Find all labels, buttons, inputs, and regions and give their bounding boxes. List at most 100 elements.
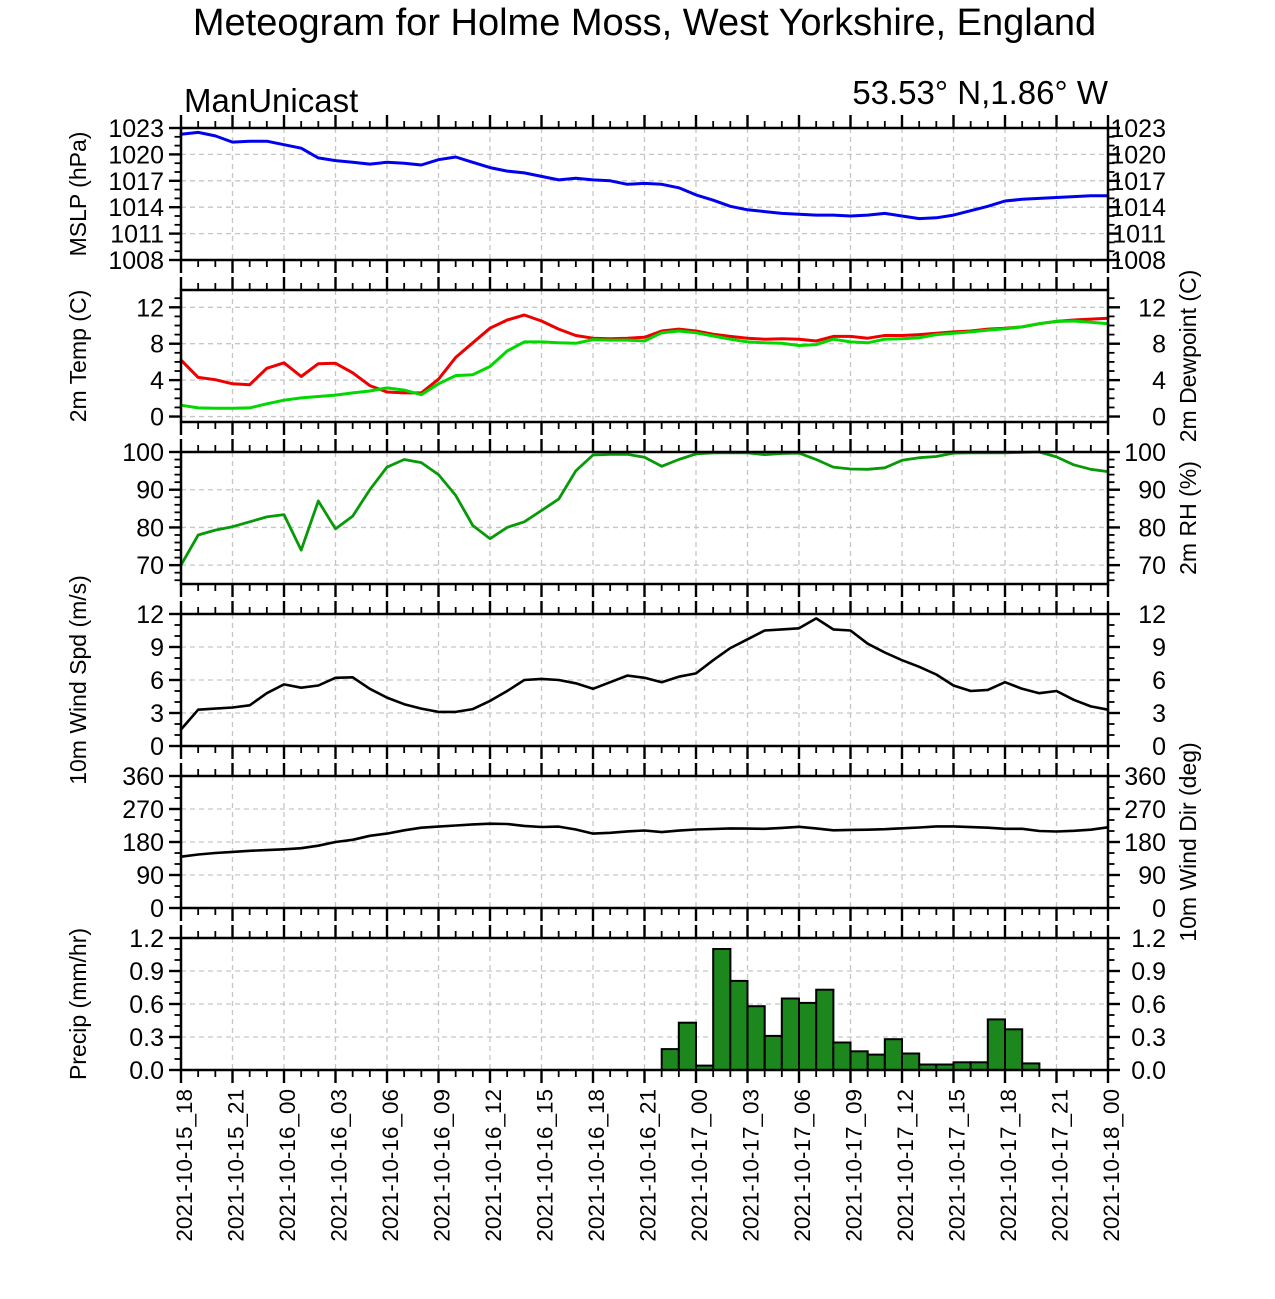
y-tick-label-left: 3 — [150, 700, 164, 728]
x-axis-label: 2021-10-17_06 — [790, 1089, 815, 1242]
y-tick-label-left: 90 — [136, 477, 164, 505]
y-tick-label-right: 70 — [1138, 552, 1166, 580]
y-tick-label-left: 360 — [122, 763, 164, 791]
y-tick-label-left: 1014 — [108, 194, 164, 222]
y-tick-label-right: 0.9 — [1131, 958, 1166, 986]
x-axis-label: 2021-10-16_21 — [636, 1089, 661, 1242]
y-tick-label-left: 180 — [122, 829, 164, 857]
x-axis-label: 2021-10-17_03 — [739, 1089, 764, 1242]
precip-bar — [763, 1034, 783, 1072]
y-axis-title-left: 10m Wind Spd (m/s) — [65, 575, 91, 785]
panel-wdir: 0 0 90 90 180 180 270 270 360 360 10m Wind Dir (de… — [122, 742, 1201, 941]
x-axis-label: 2021-10-17_12 — [893, 1089, 918, 1242]
series-10m-wind-spd — [179, 617, 1110, 731]
panel-rh: 70 70 80 80 90 90 100 100 2m RH (%) — [122, 439, 1201, 597]
y-tick-label-right: 1008 — [1110, 247, 1166, 275]
y-tick-label-left: 0.0 — [129, 1057, 164, 1085]
x-axis-label: 2021-10-16_12 — [481, 1089, 506, 1242]
y-tick-label-right: 4 — [1152, 367, 1166, 395]
x-axis-label: 2021-10-17_09 — [842, 1089, 867, 1242]
x-axis-label: 2021-10-15_18 — [172, 1089, 197, 1242]
y-tick-label-left: 1023 — [108, 115, 164, 143]
x-axis-labels: 2021-10-15_18 2021-10-15_21 2021-10-16_00 2… — [172, 1089, 1124, 1242]
y-tick-label-right: 0.0 — [1131, 1057, 1166, 1085]
y-axis-title-left: 2m Temp (C) — [65, 290, 91, 423]
page-title: Meteogram for Holme Moss, West Yorkshire… — [192, 2, 1097, 44]
y-tick-label-right: 270 — [1124, 796, 1166, 824]
y-tick-label-left: 8 — [150, 331, 164, 359]
x-axis-label: 2021-10-17_15 — [945, 1089, 970, 1242]
y-tick-label-left: 0.9 — [129, 958, 164, 986]
y-tick-label-right: 90 — [1138, 862, 1166, 890]
y-tick-label-right: 12 — [1138, 601, 1166, 629]
y-tick-label-right: 3 — [1152, 700, 1166, 728]
y-tick-label-right: 0 — [1152, 895, 1166, 923]
y-tick-label-left: 0 — [150, 895, 164, 923]
y-tick-label-right: 1011 — [1112, 221, 1166, 249]
precip-bar — [677, 1021, 697, 1072]
y-tick-label-left: 100 — [122, 439, 164, 467]
y-axis-title-right: 10m Wind Dir (deg) — [1175, 742, 1201, 941]
y-tick-label-left: 9 — [150, 634, 164, 662]
y-tick-label-right: 180 — [1124, 829, 1166, 857]
y-tick-label-right: 9 — [1152, 634, 1166, 662]
precip-bar — [1004, 1028, 1024, 1072]
y-tick-label-right: 8 — [1152, 331, 1166, 359]
y-tick-label-left: 0.6 — [129, 991, 164, 1019]
x-axis-label: 2021-10-16_06 — [378, 1089, 403, 1242]
series-10m-wind-dir — [179, 822, 1110, 859]
precip-bar — [712, 948, 732, 1071]
y-tick-label-left: 1008 — [108, 247, 164, 275]
y-tick-label-right: 0.6 — [1131, 991, 1166, 1019]
y-tick-label-left: 6 — [150, 667, 164, 695]
y-tick-label-left: 70 — [136, 552, 164, 580]
y-tick-label-left: 0 — [150, 404, 164, 432]
y-tick-label-right: 0 — [1152, 733, 1166, 761]
panel-precip: 0.0 0.0 0.3 0.3 0.6 0.6 0.9 0.9 1.2 1.2 Precip (mm… — [65, 925, 1166, 1085]
y-tick-label-right: 80 — [1138, 514, 1166, 542]
y-axis-title-right: 2m Dewpoint (C) — [1175, 270, 1201, 443]
y-tick-label-right: 6 — [1152, 667, 1166, 695]
panel-temp: 0 0 4 4 8 8 12 12 2m Temp (C) 2m Dewpoint (C) — [65, 270, 1201, 443]
precip-bar — [883, 1038, 903, 1071]
y-tick-label-right: 1.2 — [1131, 925, 1166, 953]
x-axis-label: 2021-10-17_18 — [996, 1089, 1021, 1242]
y-tick-label-right: 100 — [1124, 439, 1166, 467]
y-axis-title-left: MSLP (hPa) — [65, 132, 91, 257]
y-tick-label-left: 270 — [122, 796, 164, 824]
x-axis-label: 2021-10-17_00 — [687, 1089, 712, 1242]
x-axis-label: 2021-10-15_21 — [224, 1089, 249, 1242]
y-tick-label-right: 1020 — [1110, 141, 1166, 169]
coordinates-label: 53.53° N,1.86° W — [852, 74, 1108, 111]
y-tick-label-left: 90 — [136, 862, 164, 890]
y-axis-title-right: 2m RH (%) — [1175, 461, 1201, 575]
precip-bar — [901, 1052, 921, 1071]
x-axis-label: 2021-10-17_21 — [1048, 1089, 1073, 1242]
y-tick-label-right: 1023 — [1110, 115, 1166, 143]
precip-bar — [832, 1041, 852, 1071]
precip-bar — [986, 1018, 1006, 1072]
precip-bar — [660, 1048, 680, 1071]
precip-bar — [780, 997, 800, 1071]
y-tick-label-right: 90 — [1138, 477, 1166, 505]
y-tick-label-left: 1020 — [108, 141, 164, 169]
y-tick-label-right: 0 — [1152, 404, 1166, 432]
y-tick-label-right: 12 — [1138, 294, 1166, 322]
x-axis-label: 2021-10-16_03 — [327, 1089, 352, 1242]
y-tick-label-left: 80 — [136, 514, 164, 542]
y-tick-label-left: 12 — [136, 601, 164, 629]
x-axis-label: 2021-10-16_00 — [275, 1089, 300, 1242]
precip-bar — [866, 1053, 886, 1071]
y-tick-label-left: 4 — [150, 367, 164, 395]
y-tick-label-right: 0.3 — [1131, 1024, 1166, 1052]
x-axis-label: 2021-10-16_18 — [584, 1089, 609, 1242]
x-axis-label: 2021-10-18_00 — [1099, 1089, 1124, 1242]
x-axis-label: 2021-10-16_09 — [430, 1089, 455, 1242]
precip-bar — [798, 1001, 818, 1072]
panel-wspd: 0 0 3 3 6 6 9 9 12 12 10m Wind Spd (m/s) — [65, 575, 1166, 785]
precip-bar — [746, 1005, 766, 1072]
series-mslp — [179, 130, 1110, 221]
y-tick-label-right: 1017 — [1110, 168, 1166, 196]
